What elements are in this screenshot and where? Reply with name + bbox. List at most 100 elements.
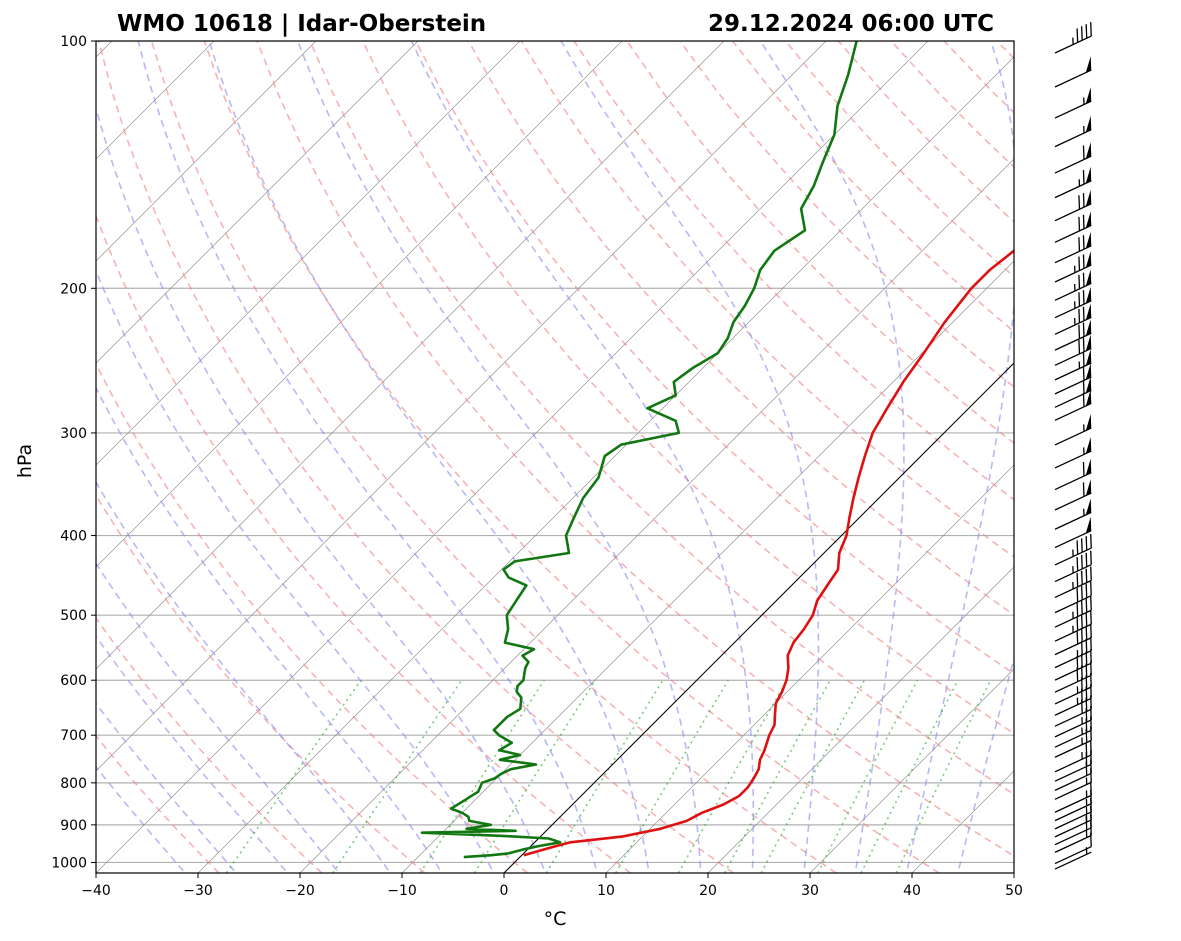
barb-full: [1090, 22, 1092, 37]
zero-degree-isotherm: [503, 362, 1014, 873]
barb-full: [1090, 740, 1092, 755]
barb-pennant: [1085, 516, 1092, 534]
barb-full: [1076, 28, 1079, 43]
moist-adiabat: [560, 41, 820, 873]
temperature-line: [523, 248, 1014, 857]
wind-barb-210: [1054, 286, 1092, 319]
barb-staff: [1054, 729, 1092, 748]
barb-full: [1085, 552, 1088, 567]
wind-barb-380: [1054, 498, 1092, 530]
barb-full: [1080, 538, 1083, 553]
wind-barb-270: [1054, 376, 1092, 408]
mixing-ratio-line: [332, 679, 463, 873]
dry-adiabat: [362, 41, 1014, 735]
barb-staff: [1054, 763, 1092, 782]
barb-full: [1076, 588, 1079, 603]
barb-full: [1078, 216, 1081, 231]
wind-barb-260: [1054, 362, 1092, 395]
barb-pennant: [1085, 362, 1092, 380]
barb-full: [1080, 614, 1083, 629]
barb-staff: [1054, 472, 1092, 491]
dry-adiabat: [679, 41, 1014, 389]
barb-pennant: [1085, 376, 1092, 393]
barb-staff: [1054, 834, 1092, 853]
x-tick-label-10: 10: [597, 883, 615, 899]
isotherm: [911, 770, 1014, 873]
y-axis-label: hPa: [14, 444, 36, 478]
wind-barb-400: [1054, 516, 1092, 549]
barb-full: [1082, 306, 1085, 321]
wind-barb-540: [1054, 623, 1092, 656]
isotherm: [96, 41, 317, 262]
moist-adiabat: [96, 386, 443, 873]
wind-barb-880: [1054, 797, 1092, 830]
barb-pennant: [1085, 319, 1092, 336]
barb-staff: [1054, 389, 1092, 408]
barb-pennant: [1085, 166, 1092, 184]
barb-pennant: [1085, 87, 1092, 104]
background-reference-lines: [96, 41, 1014, 873]
barb-full: [1090, 610, 1092, 625]
barb-pennant: [1085, 437, 1092, 454]
wind-barb-190: [1054, 251, 1092, 283]
y-tick-label-200: 200: [60, 281, 87, 297]
dry-adiabat: [203, 41, 940, 873]
wind-barb-440: [1054, 550, 1092, 583]
isotherm: [605, 464, 1014, 873]
barb-full: [1085, 568, 1088, 583]
barb-pennant: [1085, 479, 1092, 496]
isotherm: [96, 41, 419, 364]
barb-staff: [1054, 362, 1092, 381]
chart-title-station: WMO 10618 | Idar-Oberstein: [117, 11, 486, 37]
mixing-ratio-lines: [225, 679, 992, 873]
moist-adiabat: [96, 634, 289, 873]
wind-barb-170: [1054, 211, 1092, 243]
barb-full: [1082, 145, 1085, 160]
barb-staff: [1054, 579, 1092, 599]
barb-staff: [1054, 155, 1092, 174]
barb-pennant: [1085, 231, 1092, 249]
barb-full: [1080, 554, 1083, 569]
barb-staff: [1054, 811, 1092, 830]
isotherm: [809, 668, 1014, 873]
barb-full: [1082, 392, 1085, 407]
barb-staff: [1054, 129, 1092, 148]
dry-adiabat: [996, 41, 1014, 60]
barb-staff: [1054, 347, 1092, 366]
barb-full: [1078, 339, 1081, 354]
x-axis-label: °C: [544, 908, 567, 930]
sounding-traces: [420, 41, 1014, 859]
barb-full: [1080, 570, 1083, 585]
barb-staff: [1054, 719, 1092, 738]
wind-barb-360: [1054, 479, 1092, 511]
x-tick-label-50: 50: [1005, 883, 1023, 899]
dry-adiabat: [309, 41, 1014, 796]
barb-staff: [1054, 224, 1092, 243]
barb-staff: [1054, 427, 1092, 446]
barb-full: [1090, 781, 1092, 796]
barb-full: [1090, 581, 1092, 596]
pressure-gridlines: [96, 41, 1014, 864]
wind-barb-240: [1054, 334, 1092, 366]
wind-barb-840: [1054, 781, 1092, 813]
barb-pennant: [1085, 142, 1092, 159]
barb-staff: [1054, 332, 1092, 351]
dry-adiabat: [96, 213, 631, 873]
barb-full: [1082, 379, 1085, 394]
barb-staff: [1054, 650, 1092, 669]
barb-full: [1090, 534, 1092, 549]
isotherm: [197, 56, 1014, 873]
isotherm: [707, 566, 1014, 873]
dry-adiabat: [837, 41, 1014, 223]
barb-staff: [1054, 203, 1092, 222]
moist-adiabat: [137, 41, 599, 873]
moist-adiabat: [96, 268, 495, 873]
wind-barb-420: [1054, 534, 1092, 566]
y-axis-ticks: 100 200 300 400 500 600 700 800 900 1000: [51, 34, 96, 871]
barb-full: [1082, 235, 1085, 250]
barb-staff: [1054, 772, 1092, 791]
plot-frame: [95, 40, 1015, 874]
wind-barb-280: [1054, 389, 1092, 421]
barb-full: [1080, 585, 1083, 600]
